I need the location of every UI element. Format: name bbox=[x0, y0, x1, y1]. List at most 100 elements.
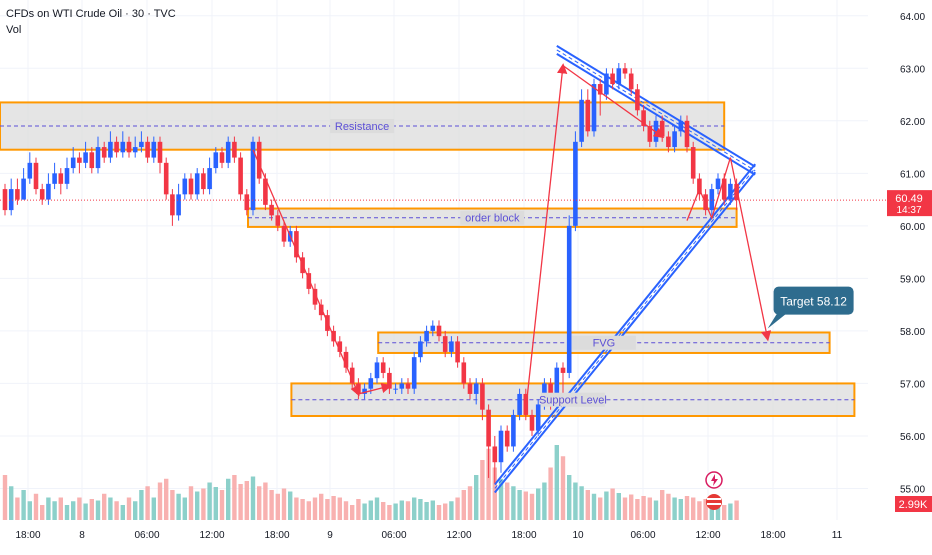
candle-body bbox=[517, 393, 522, 415]
volume-bar bbox=[678, 499, 683, 520]
candle-body bbox=[461, 362, 467, 384]
volume-bar bbox=[691, 497, 696, 520]
candle-body bbox=[492, 446, 498, 463]
candle-body bbox=[604, 73, 609, 95]
candle-body bbox=[622, 68, 628, 74]
volume-bar bbox=[275, 493, 280, 520]
candle-body bbox=[405, 383, 411, 389]
us-flag-stripe bbox=[707, 503, 721, 505]
candle-body bbox=[628, 73, 634, 90]
last-price-label: 60.49 bbox=[895, 193, 923, 205]
candle-body bbox=[157, 141, 163, 163]
candle-body bbox=[678, 120, 684, 132]
volume-bar bbox=[629, 494, 634, 520]
candle-body bbox=[21, 178, 26, 200]
zone-label-bg bbox=[460, 210, 525, 225]
volume-indicator-label: Vol bbox=[6, 24, 22, 36]
candle-body bbox=[721, 178, 727, 200]
volume-bar bbox=[399, 500, 404, 520]
candle-body bbox=[120, 141, 126, 153]
volume-bar bbox=[703, 499, 708, 520]
volume-bar bbox=[201, 488, 206, 520]
volume-bar bbox=[133, 501, 138, 520]
candle-body bbox=[585, 99, 591, 132]
y-tick-label: 56.00 bbox=[900, 432, 925, 443]
volume-bar bbox=[83, 503, 88, 520]
candle-body bbox=[666, 136, 671, 148]
candle-body bbox=[269, 204, 274, 216]
zone-label: order block bbox=[465, 213, 520, 225]
volume-bar bbox=[393, 503, 398, 520]
volume-bar bbox=[77, 497, 82, 520]
volume-bar bbox=[15, 497, 20, 520]
candle-body bbox=[548, 383, 553, 400]
candle-body bbox=[213, 152, 219, 169]
candle-body bbox=[46, 183, 51, 200]
volume-bar bbox=[591, 493, 597, 520]
x-tick-label: 10 bbox=[572, 530, 584, 541]
candle-body bbox=[108, 141, 113, 158]
zone-label: FVG bbox=[593, 338, 616, 350]
volume-bar bbox=[294, 497, 299, 520]
target-callout-box bbox=[773, 286, 854, 315]
volume-bar bbox=[505, 482, 510, 520]
candle-body bbox=[306, 273, 312, 289]
candle-body bbox=[672, 131, 677, 148]
candle-body bbox=[139, 141, 144, 148]
candle-body bbox=[504, 430, 510, 447]
candle-body bbox=[39, 189, 45, 200]
volume-bar bbox=[517, 490, 522, 520]
volume-bar bbox=[176, 493, 181, 520]
candle-body bbox=[343, 351, 349, 368]
candle-body bbox=[566, 225, 572, 373]
candle-body bbox=[411, 357, 417, 389]
x-tick-label: 12:00 bbox=[199, 530, 224, 541]
candle-body bbox=[83, 152, 88, 163]
candle-body bbox=[58, 173, 64, 184]
candle-body bbox=[219, 152, 225, 163]
volume-bar bbox=[263, 482, 268, 520]
volume-bar bbox=[368, 500, 373, 520]
candle-body bbox=[715, 178, 721, 190]
volume-bar bbox=[616, 493, 621, 520]
volume-bar bbox=[89, 499, 94, 520]
candle-body bbox=[225, 141, 231, 163]
volume-bar bbox=[709, 503, 714, 520]
volume-bar bbox=[567, 475, 572, 520]
volume-bar bbox=[536, 488, 541, 520]
candle-body bbox=[480, 383, 485, 410]
volume-bar bbox=[579, 486, 584, 520]
y-tick-label: 58.00 bbox=[900, 327, 925, 338]
candle-body bbox=[318, 304, 324, 316]
candle-body bbox=[380, 362, 386, 373]
volume-bar bbox=[461, 490, 466, 520]
volume-bar bbox=[647, 497, 652, 520]
volume-bar bbox=[362, 503, 367, 520]
volume-bar bbox=[27, 501, 32, 520]
volume-bar bbox=[114, 501, 119, 520]
volume-bar bbox=[2, 475, 8, 520]
candle-body bbox=[132, 147, 138, 153]
candle-body bbox=[170, 194, 175, 216]
volume-bar bbox=[604, 491, 609, 520]
candle-body bbox=[95, 147, 101, 169]
candle-body bbox=[560, 367, 566, 373]
volume-bar bbox=[306, 501, 311, 520]
chart-title: CFDs on WTI Crude Oil · 30 · TVC bbox=[6, 8, 176, 20]
volume-bar bbox=[238, 484, 243, 520]
candle-body bbox=[554, 367, 560, 400]
trend-arrow-flat bbox=[358, 382, 392, 395]
volume-bar bbox=[443, 503, 448, 520]
x-tick-label: 12:00 bbox=[446, 530, 471, 541]
candle-body bbox=[535, 404, 541, 431]
trend-arrow-down bbox=[252, 149, 361, 397]
volume-bar bbox=[734, 500, 739, 520]
volume-bar bbox=[300, 499, 305, 520]
volume-bar bbox=[126, 497, 132, 520]
volume-bar bbox=[449, 501, 454, 520]
candle-body bbox=[232, 141, 237, 158]
volume-bar bbox=[672, 497, 677, 520]
x-tick-label: 06:00 bbox=[381, 530, 406, 541]
